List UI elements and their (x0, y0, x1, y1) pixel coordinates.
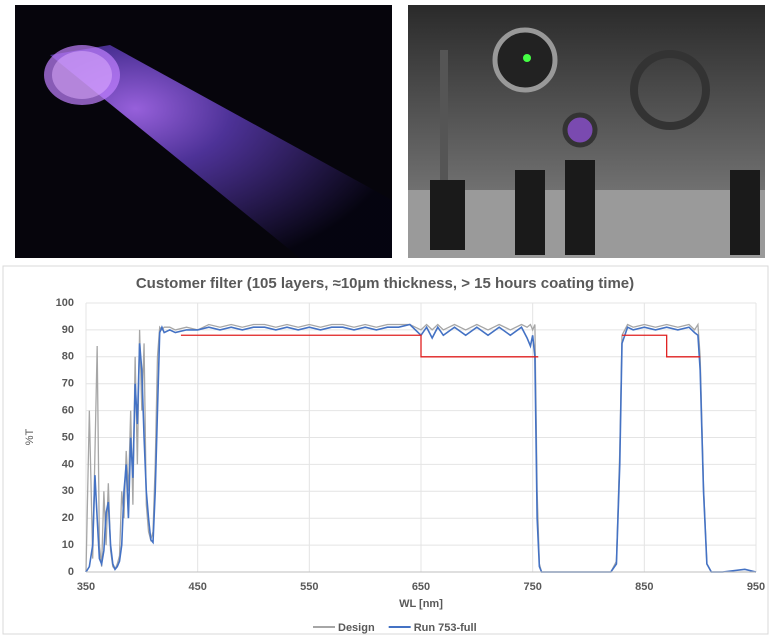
y-axis-label: %T (24, 428, 36, 445)
x-tick-label: 950 (747, 581, 765, 593)
y-tick-label: 80 (62, 351, 74, 363)
y-tick-label: 70 (62, 378, 74, 390)
x-tick-label: 550 (300, 581, 318, 593)
y-tick-label: 100 (56, 297, 74, 309)
x-tick-label: 850 (635, 581, 653, 593)
y-tick-label: 90 (62, 324, 74, 336)
x-tick-label: 450 (188, 581, 206, 593)
photo-optics-bench (408, 5, 765, 258)
y-tick-label: 40 (62, 458, 74, 470)
y-tick-label: 50 (62, 431, 74, 443)
chart-title: Customer filter (105 layers, ≈10µm thick… (136, 275, 634, 292)
y-tick-label: 0 (68, 566, 74, 578)
chart-frame (3, 266, 768, 634)
page: Customer filter (105 layers, ≈10µm thick… (0, 0, 770, 636)
x-tick-label: 350 (77, 581, 95, 593)
y-tick-label: 60 (62, 405, 74, 417)
x-tick-label: 650 (412, 581, 430, 593)
legend-label: Run 753-full (414, 622, 477, 634)
x-tick-label: 750 (523, 581, 541, 593)
x-axis-label: WL [nm] (399, 598, 443, 610)
photo-uv-light (15, 5, 392, 258)
y-tick-label: 30 (62, 485, 74, 497)
legend-label: Design (338, 622, 375, 634)
figure: Customer filter (105 layers, ≈10µm thick… (0, 0, 770, 636)
y-tick-label: 20 (62, 512, 74, 524)
y-tick-label: 10 (62, 539, 74, 551)
